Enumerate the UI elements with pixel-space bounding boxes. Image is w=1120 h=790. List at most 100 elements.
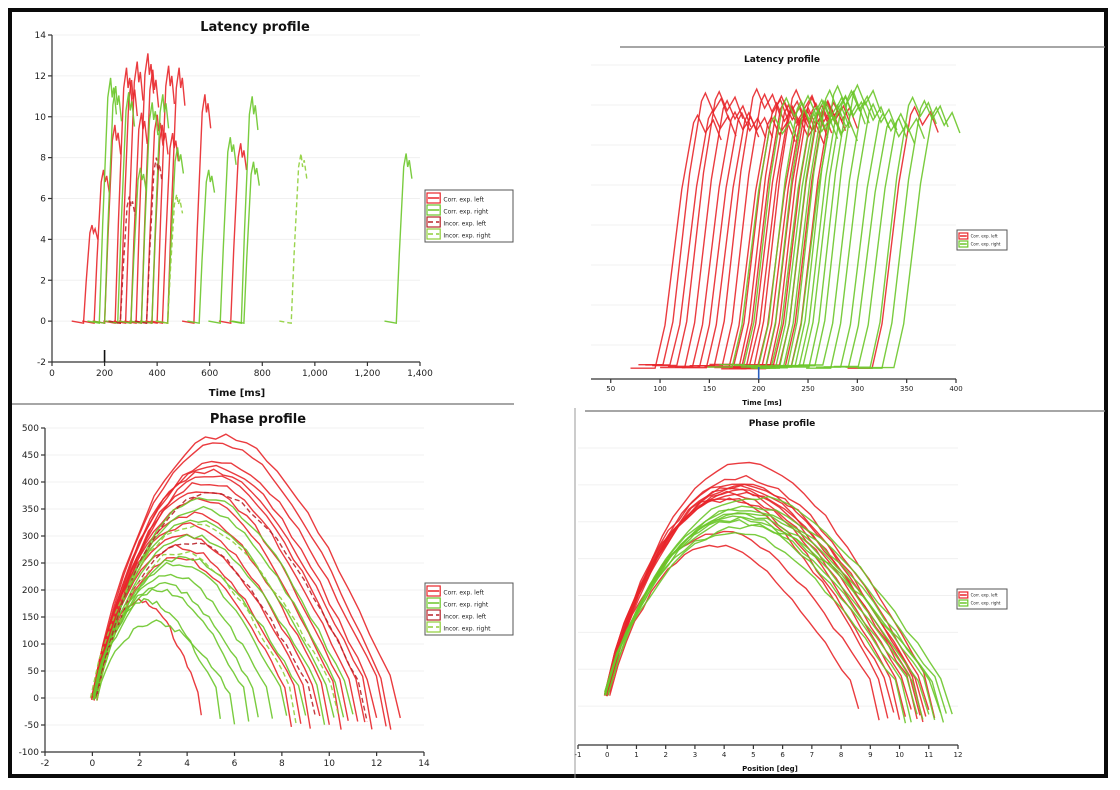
trace-line [798,100,890,366]
trace-line [92,468,373,730]
trace-line [105,92,136,325]
trace-line [604,531,907,724]
trace-line [660,99,752,369]
trace-line [93,519,335,718]
x-tick-label: 8 [279,759,285,769]
trace-line [89,523,340,717]
trace-line [754,98,847,369]
plot-traces [630,83,961,370]
x-tick-label: 600 [201,369,218,379]
legend-label: Corr. exp. right [971,242,1001,247]
x-tick-label: 10 [324,759,336,769]
trace-line [689,87,782,367]
x-tick-label: 5 [751,751,755,759]
trace-line [674,111,767,368]
chart-title: Latency profile [200,20,310,35]
trace-line [124,53,155,325]
trace-line [608,493,901,720]
legend-label: Corr. exp. right [971,601,1001,606]
trace-line [92,85,123,325]
trace-line [746,112,839,367]
legend: Corr. exp. left Corr. exp. right [956,588,1008,610]
trace-line [607,497,889,719]
trace-line [231,161,260,325]
trace-line [667,110,760,367]
y-tick-label: 500 [22,424,39,434]
x-tick-label: 50 [606,385,615,393]
y-tick-label: 10 [35,113,47,123]
phase-profile-right-chart: Phase profile -1 0 1 2 3 4 5 6 7 8 9 10 11 12 Positio… [574,408,1105,778]
x-tick-label: 6 [232,759,238,769]
trace-line [93,581,259,718]
trace-line [103,67,133,325]
x-tick-label: 400 [149,369,166,379]
x-tick-label: 400 [949,385,962,393]
legend-label: Corr. exp. left [443,197,484,204]
trace-line [229,96,259,325]
legend-box [956,229,1008,251]
x-tick-label: 9 [868,751,872,759]
trace-line [96,550,297,725]
trace-line [218,143,248,325]
trace-line [774,96,866,368]
x-tick-label: 0 [90,759,96,769]
legend-label: Incor. exp. right [443,626,491,633]
trace-line [129,102,159,325]
trace-line [784,89,876,368]
x-tick-label: 250 [801,385,814,393]
x-tick-label: 2 [137,759,143,769]
trace-line [208,137,237,325]
x-tick-label: 8 [839,751,843,759]
trace-line [181,94,212,325]
legend: Corr. exp. left Corr. exp. right [956,229,1008,251]
y-tick-label: 2 [40,276,46,286]
trace-line [93,442,392,730]
plot-traces [603,461,953,724]
trace-line [707,114,799,368]
trace-line [845,95,937,368]
plot-traces [89,433,401,730]
legend-label: Incor. exp. left [443,221,486,228]
y-tick-label: 200 [22,586,39,596]
x-tick-label: 4 [722,751,727,759]
legend-swatch [426,216,441,228]
x-tick-label: -2 [41,759,50,769]
x-tick-label: 350 [900,385,913,393]
trace-line [91,533,311,729]
trace-line [605,515,924,720]
trace-line [118,167,147,325]
trace-line [91,433,401,719]
trace-line [605,483,927,717]
trace-line [113,61,144,325]
axes: -2 0 2 4 6 8 10 12 14 -100 -50 0 50 100 150 200 250 300 35… [19,424,430,769]
x-tick-label: -1 [575,751,582,759]
trace-line [823,117,916,368]
axes: 50 100 150 200 250 300 350 400 [591,367,963,393]
trace-line [187,169,216,325]
x-tick-label: 100 [653,385,666,393]
trace-line [279,153,308,325]
x-tick-label: 800 [254,369,271,379]
y-tick-label: 6 [40,195,46,205]
trace-line [92,464,378,718]
trace-line [96,619,236,725]
trace-line [758,100,851,369]
trace-line [82,169,110,325]
x-tick-label: 150 [703,385,716,393]
latency-profile-right-chart: Latency profile 50 100 150 200 250 300 350 400 … [591,46,1105,407]
axes: 0 200 400 600 800 1,000 1,200 1,400-20246810121… [35,31,434,379]
trace-line [714,94,806,369]
x-tick-label: 12 [954,751,963,759]
trace-line [95,491,368,722]
y-tick-label: 12 [35,72,46,82]
x-tick-label: 14 [418,759,430,769]
x-tick-label: 200 [752,385,765,393]
y-tick-label: 50 [28,667,40,677]
trace-line [134,157,163,325]
y-tick-label: 150 [22,613,39,623]
legend-label: Corr. exp. right [443,602,488,609]
trace-line [95,588,250,722]
x-tick-label: 0 [49,369,55,379]
y-tick-label: -100 [19,748,40,758]
trace-line [806,102,898,369]
